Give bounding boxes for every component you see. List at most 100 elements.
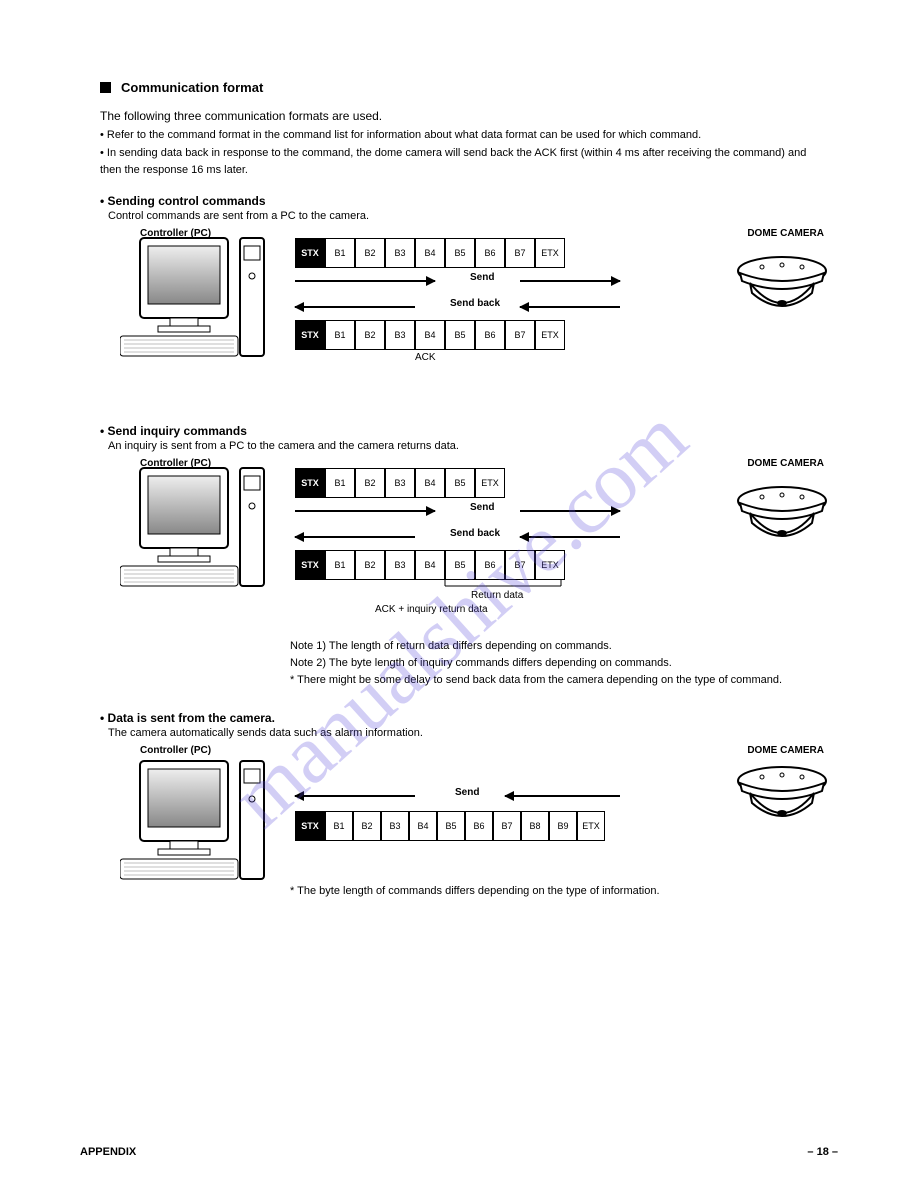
dome-camera-icon (736, 483, 828, 553)
page: Communication format The following three… (0, 0, 918, 950)
arrow-send-3b (505, 795, 620, 797)
ack-label-1: ACK (415, 352, 436, 363)
arrow-send-2 (295, 510, 435, 512)
section3-title: • Data is sent from the camera. (100, 711, 828, 725)
byte-box: ETX (535, 550, 565, 580)
byte-box: B4 (415, 468, 445, 498)
return-data-label: Return data (471, 590, 523, 601)
footer-left: APPENDIX (80, 1146, 136, 1158)
heading: Communication format (121, 80, 263, 95)
byte-box: B6 (475, 238, 505, 268)
arrow-back-2 (295, 536, 415, 538)
byte-box: B1 (325, 238, 355, 268)
section2-notes: Note 1) The length of return data differ… (290, 638, 828, 689)
byte-box: B8 (521, 811, 549, 841)
device-label-2: DOME CAMERA (747, 458, 824, 469)
byte-box: B4 (415, 238, 445, 268)
arrow-label-send-2: Send (470, 502, 494, 513)
arrow-send-1b (520, 280, 620, 282)
byte-box: B2 (355, 320, 385, 350)
arrow-send-2b (520, 510, 620, 512)
arrow-label-send-3: Send (455, 787, 479, 798)
stx-box: STX (295, 468, 325, 498)
byte-box: ETX (535, 320, 565, 350)
byte-box: B2 (355, 238, 385, 268)
byte-box: B4 (409, 811, 437, 841)
note-line: Note 2) The byte length of inquiry comma… (290, 655, 828, 672)
byte-box: B3 (385, 320, 415, 350)
section2-title: • Send inquiry commands (100, 424, 828, 438)
sub-line-1: • Refer to the command format in the com… (100, 127, 828, 145)
stx-box: STX (295, 320, 325, 350)
device-label-1: DOME CAMERA (747, 228, 824, 239)
arrow-back-2b (520, 536, 620, 538)
sub-line-2: • In sending data back in response to th… (100, 145, 828, 180)
section-3: • Data is sent from the camera. The came… (100, 711, 828, 900)
byte-box: B7 (505, 550, 535, 580)
heading-row: Communication format (100, 80, 828, 95)
note-line: Note 1) The length of return data differ… (290, 638, 828, 655)
byte-box: B7 (505, 238, 535, 268)
byte-box: B1 (325, 320, 355, 350)
section-bullet (100, 82, 111, 93)
computer-icon (120, 458, 280, 598)
note-line: * The byte length of commands differs de… (290, 883, 828, 900)
arrow-send-1 (295, 280, 435, 282)
byte-box: B5 (445, 238, 475, 268)
dome-camera-icon (736, 763, 828, 833)
stx-box: STX (295, 811, 325, 841)
computer-icon (120, 751, 280, 891)
ack-label-2: ACK + inquiry return data (375, 604, 488, 615)
section-2: • Send inquiry commands An inquiry is se… (100, 424, 828, 689)
diagram-3: Controller (PC) DOME CAMERA (100, 745, 828, 875)
computer-icon (120, 228, 280, 368)
arrow-back-1b (520, 306, 620, 308)
byte-box: B7 (505, 320, 535, 350)
section2-sub: An inquiry is sent from a PC to the came… (108, 440, 828, 452)
diagram-2: Controller (PC) DOME CAMERA (100, 458, 828, 628)
section3-notes: * The byte length of commands differs de… (290, 883, 828, 900)
note-line: * There might be some delay to send back… (290, 672, 828, 689)
intro-text: The following three communication format… (100, 109, 828, 123)
byte-box: B3 (385, 238, 415, 268)
byte-box: B5 (437, 811, 465, 841)
arrow-label-back-2: Send back (450, 528, 500, 539)
byte-box: B2 (355, 468, 385, 498)
byte-box: ETX (577, 811, 605, 841)
dome-camera-icon (736, 253, 828, 323)
section1-sub: Control commands are sent from a PC to t… (108, 210, 828, 222)
byte-box: B3 (385, 550, 415, 580)
device-label-3: DOME CAMERA (747, 745, 824, 756)
arrow-back-1 (295, 306, 415, 308)
byte-box: B5 (445, 550, 475, 580)
byte-box: B1 (325, 811, 353, 841)
byte-box: B6 (475, 320, 505, 350)
cmd-strip-top-2: STX B1 B2 B3 B4 B5 ETX (295, 468, 505, 498)
byte-box: B1 (325, 550, 355, 580)
cmd-strip-bottom-2: STX B1 B2 B3 B4 B5 B6 B7 ETX Return data… (295, 550, 565, 580)
section3-sub: The camera automatically sends data such… (108, 727, 828, 739)
cmd-strip-3: STX B1 B2 B3 B4 B5 B6 B7 B8 B9 ETX (295, 811, 605, 841)
byte-box: B9 (549, 811, 577, 841)
byte-box: B2 (355, 550, 385, 580)
byte-box: B5 (445, 468, 475, 498)
byte-box: ETX (535, 238, 565, 268)
byte-box: B7 (493, 811, 521, 841)
cmd-strip-top-1: STX B1 B2 B3 B4 B5 B6 B7 ETX (295, 238, 565, 268)
byte-box: B6 (465, 811, 493, 841)
page-footer: APPENDIX – 18 – (0, 1146, 918, 1158)
byte-box: B1 (325, 468, 355, 498)
stx-box: STX (295, 238, 325, 268)
byte-box: B5 (445, 320, 475, 350)
section-1: • Sending control commands Control comma… (100, 194, 828, 398)
section1-title: • Sending control commands (100, 194, 828, 208)
byte-box: B2 (353, 811, 381, 841)
arrow-label-send-1: Send (470, 272, 494, 283)
arrow-label-back-1: Send back (450, 298, 500, 309)
footer-right: – 18 – (807, 1146, 838, 1158)
stx-box: STX (295, 550, 325, 580)
byte-box: B4 (415, 550, 445, 580)
byte-box: ETX (475, 468, 505, 498)
byte-box: B6 (475, 550, 505, 580)
byte-box: B4 (415, 320, 445, 350)
